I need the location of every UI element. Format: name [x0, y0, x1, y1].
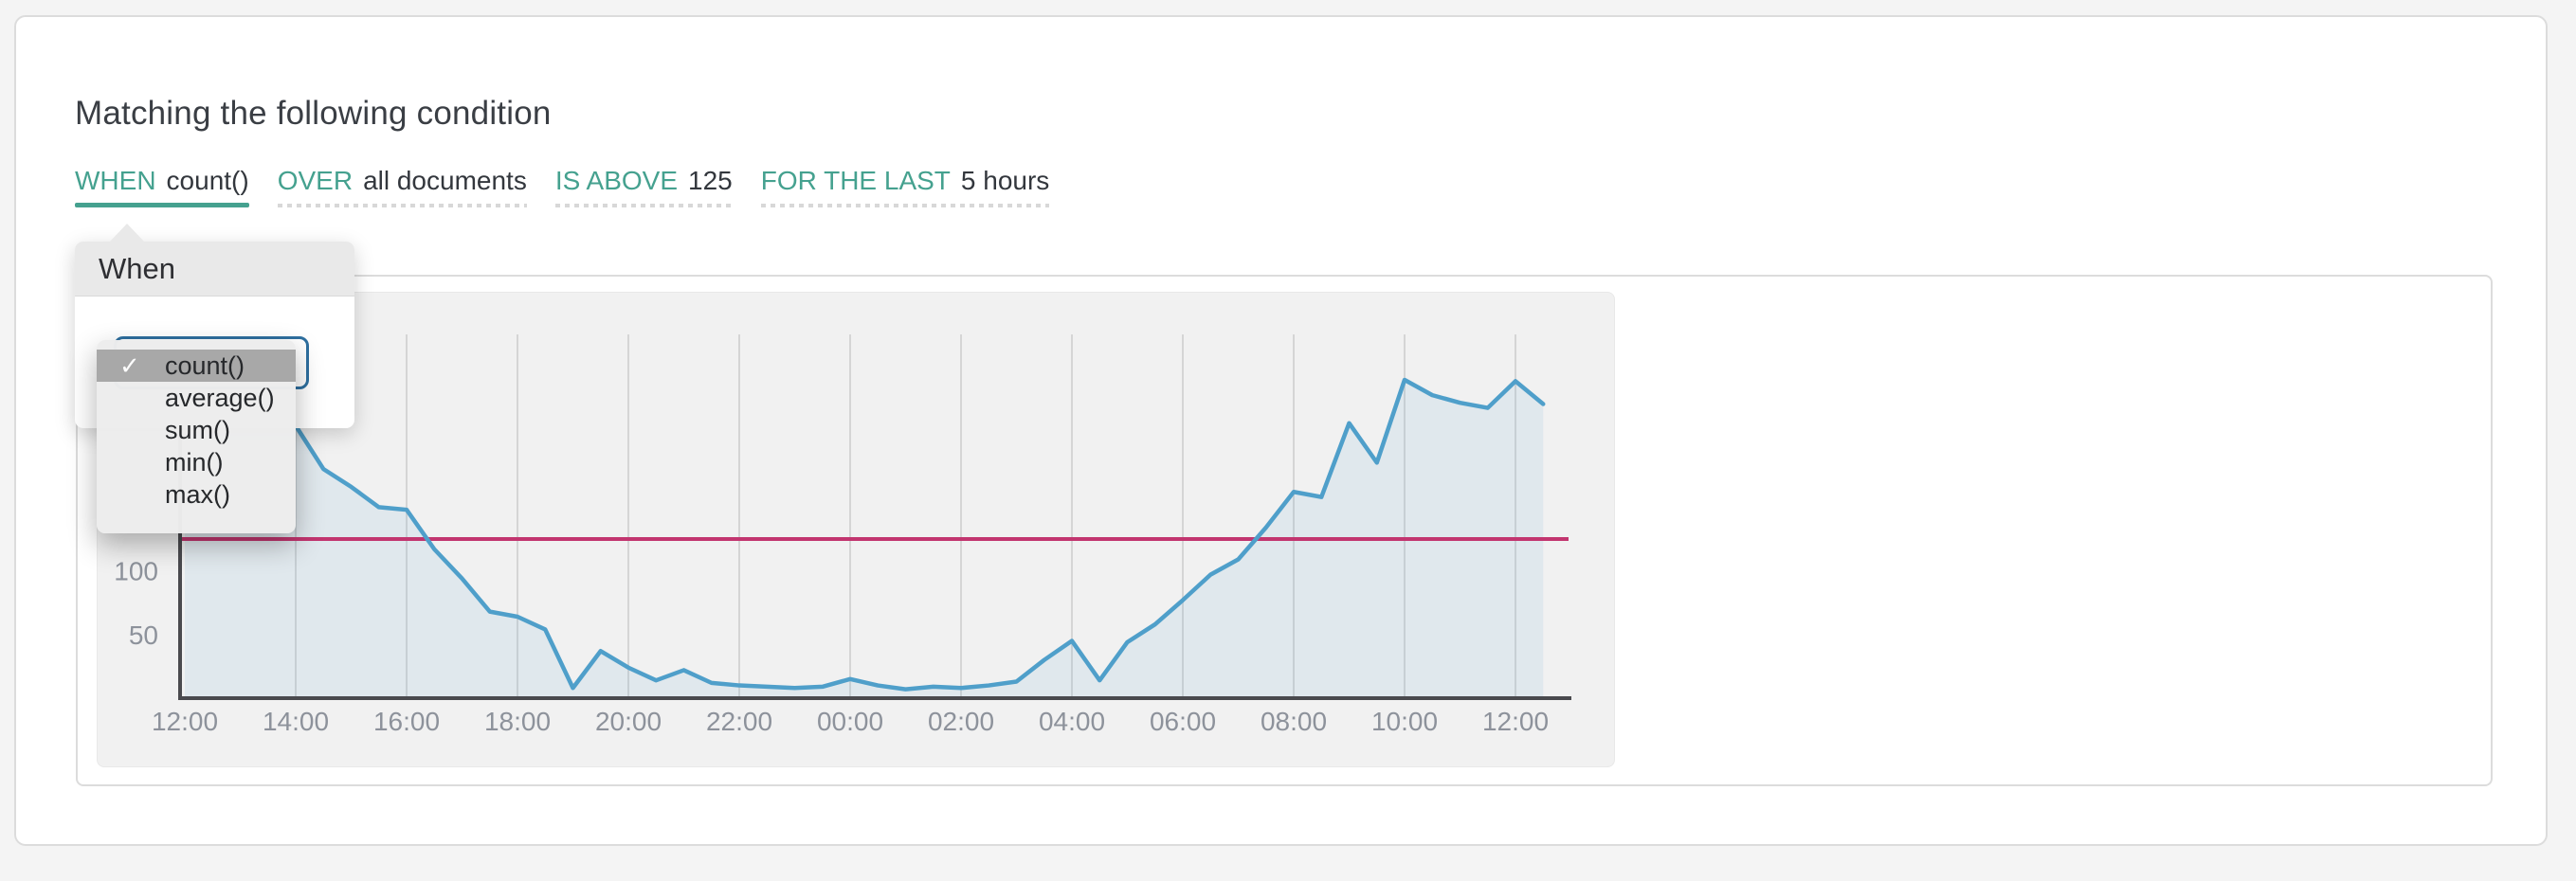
menu-item-label: max(): [165, 480, 230, 509]
threshold-preview-chart: 50 100 12:00 14:00 16:00 18:00 20:00 22:00 00:00…: [114, 334, 1571, 736]
svg-text:12:00: 12:00: [1482, 707, 1549, 736]
menu-item-count[interactable]: ✓ count(): [97, 350, 296, 382]
menu-item-sum[interactable]: sum(): [97, 414, 296, 446]
expression-over-value: all documents: [363, 166, 527, 195]
svg-text:22:00: 22:00: [706, 707, 772, 736]
menu-item-label: average(): [165, 384, 275, 412]
expression-over-keyword: OVER: [277, 166, 354, 195]
condition-card: Matching the following condition WHEN co…: [14, 15, 2548, 846]
threshold-expression: WHEN count() OVER all documents IS ABOVE…: [75, 166, 1050, 207]
svg-text:10:00: 10:00: [1371, 707, 1438, 736]
svg-text:16:00: 16:00: [373, 707, 440, 736]
dotted-underline: [760, 204, 1050, 207]
svg-text:02:00: 02:00: [928, 707, 994, 736]
svg-text:100: 100: [114, 557, 158, 586]
svg-text:12:00: 12:00: [152, 707, 218, 736]
menu-item-average[interactable]: average(): [97, 382, 296, 414]
svg-text:00:00: 00:00: [817, 707, 883, 736]
expression-time-window-keyword: FOR THE LAST: [760, 166, 951, 195]
menu-item-max[interactable]: max(): [97, 478, 296, 511]
aggregation-menu: ✓ count() average() sum() min() max(): [97, 340, 296, 533]
svg-text:14:00: 14:00: [263, 707, 329, 736]
expression-threshold-keyword: IS ABOVE: [554, 166, 678, 195]
page-title: Matching the following condition: [75, 95, 552, 132]
expression-when-value: count(): [166, 166, 249, 195]
dotted-underline: [554, 204, 733, 207]
svg-text:50: 50: [129, 620, 158, 650]
menu-item-min[interactable]: min(): [97, 446, 296, 478]
when-popover-title: When: [75, 242, 354, 297]
condition-preview-panel: 50 100 12:00 14:00 16:00 18:00 20:00 22:00 00:00…: [76, 275, 2493, 786]
menu-item-label: sum(): [165, 416, 230, 444]
active-underline: [75, 203, 249, 207]
svg-text:06:00: 06:00: [1150, 707, 1216, 736]
dotted-underline: [277, 204, 527, 207]
check-icon: ✓: [119, 351, 140, 380]
svg-text:18:00: 18:00: [484, 707, 551, 736]
svg-text:08:00: 08:00: [1261, 707, 1327, 736]
expression-threshold-value: 125: [688, 166, 733, 195]
expression-time-window-value: 5 hours: [960, 166, 1050, 195]
expression-threshold[interactable]: IS ABOVE 125: [554, 166, 733, 207]
menu-item-label: count(): [165, 351, 245, 380]
expression-when[interactable]: WHEN count(): [75, 166, 249, 207]
expression-over[interactable]: OVER all documents: [277, 166, 527, 207]
expression-when-keyword: WHEN: [75, 166, 156, 195]
expression-time-window[interactable]: FOR THE LAST 5 hours: [760, 166, 1050, 207]
menu-item-label: min(): [165, 448, 224, 476]
svg-text:20:00: 20:00: [595, 707, 662, 736]
svg-text:04:00: 04:00: [1039, 707, 1105, 736]
